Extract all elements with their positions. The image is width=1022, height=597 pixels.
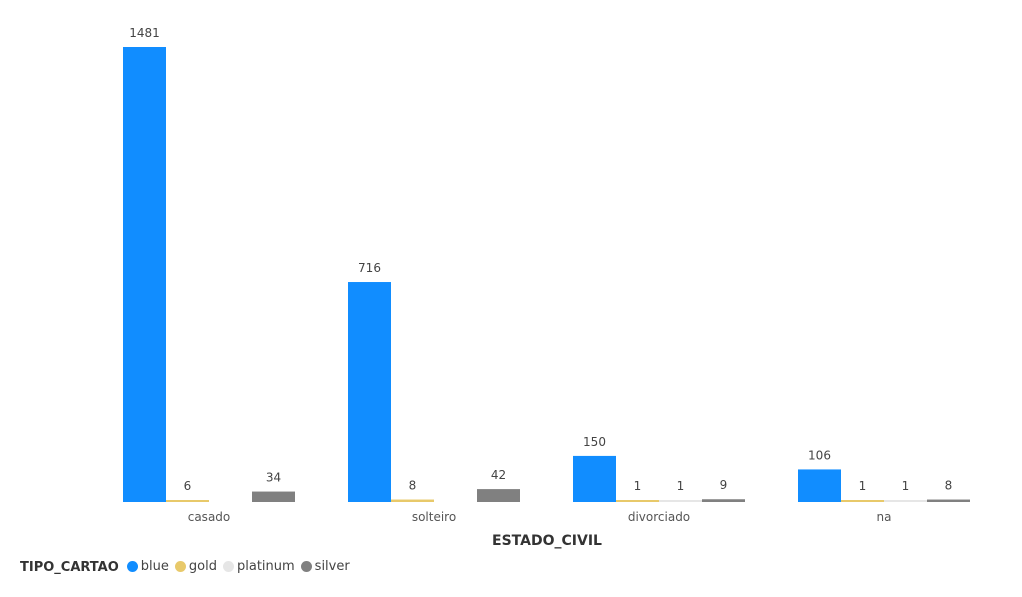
x-tick-label-divorciado: divorciado — [628, 510, 690, 524]
legend-swatch-blue — [126, 560, 138, 572]
legend-items: blue gold platinum silver — [126, 558, 356, 576]
x-tick-labels: casado solteiro divorciado na — [188, 510, 892, 524]
data-label-gold-na: 1 — [859, 479, 867, 493]
legend-swatch-silver — [300, 560, 312, 572]
data-label-silver-na: 8 — [945, 479, 953, 493]
legend-item-silver[interactable]: silver — [300, 558, 350, 574]
legend-label-platinum: platinum — [236, 558, 295, 574]
bar-gold-casado[interactable] — [166, 500, 209, 502]
bar-platinum-na[interactable] — [884, 500, 927, 502]
x-tick-label-na: na — [877, 510, 892, 524]
data-label-platinum-na: 1 — [902, 479, 910, 493]
bar-silver-divorciado[interactable] — [702, 499, 745, 502]
data-label-platinum-divorciado: 1 — [677, 479, 685, 493]
legend-item-platinum[interactable]: platinum — [222, 558, 295, 574]
data-label-blue-na: 106 — [808, 448, 831, 462]
legend-item-gold[interactable]: gold — [174, 558, 217, 574]
bar-blue-divorciado[interactable] — [573, 455, 616, 502]
bar-blue-solteiro[interactable] — [348, 282, 391, 502]
bar-silver-na[interactable] — [927, 499, 970, 502]
legend-swatch-gold — [174, 560, 186, 572]
legend: TIPO_CARTAO blue gold platinum silver — [20, 557, 356, 577]
legend-label-blue: blue — [140, 558, 169, 574]
data-label-blue-casado: 1481 — [129, 26, 160, 40]
bar-platinum-divorciado[interactable] — [659, 500, 702, 502]
bar-silver-solteiro[interactable] — [477, 489, 520, 502]
legend-label-gold: gold — [188, 558, 217, 574]
legend-title: TIPO_CARTAO — [20, 559, 119, 575]
bar-blue-na[interactable] — [798, 469, 841, 502]
data-label-blue-divorciado: 150 — [583, 435, 606, 449]
legend-item-blue[interactable]: blue — [126, 558, 169, 574]
bar-silver-casado[interactable] — [252, 491, 295, 502]
data-label-silver-casado: 34 — [266, 471, 281, 485]
x-axis-title: ESTADO_CIVIL — [492, 533, 602, 549]
data-label-silver-solteiro: 42 — [491, 468, 506, 482]
bars-layer — [123, 47, 970, 502]
bar-blue-casado[interactable] — [123, 47, 166, 502]
data-label-gold-solteiro: 8 — [409, 479, 417, 493]
legend-swatch-platinum — [222, 560, 234, 572]
x-tick-label-casado: casado — [188, 510, 231, 524]
bar-gold-na[interactable] — [841, 500, 884, 502]
data-label-blue-solteiro: 716 — [358, 261, 381, 275]
data-label-gold-casado: 6 — [184, 479, 192, 493]
data-label-gold-divorciado: 1 — [634, 479, 642, 493]
legend-label-silver: silver — [314, 558, 350, 574]
data-label-silver-divorciado: 9 — [720, 478, 728, 492]
x-tick-label-solteiro: solteiro — [412, 510, 456, 524]
data-labels-layer: 1481 6 34 716 8 42 150 1 1 9 106 1 1 8 — [129, 26, 952, 493]
bar-gold-divorciado[interactable] — [616, 500, 659, 502]
bar-gold-solteiro[interactable] — [391, 499, 434, 502]
